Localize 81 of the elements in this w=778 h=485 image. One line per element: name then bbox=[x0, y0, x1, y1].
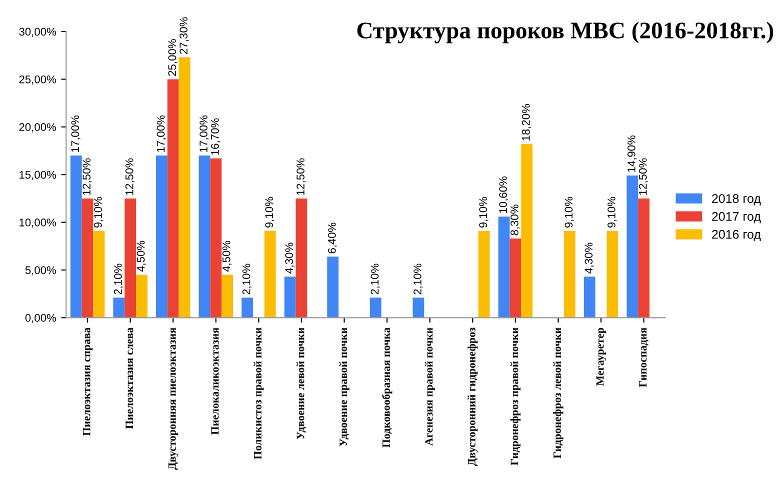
bar bbox=[327, 256, 339, 318]
data-label: 17,00% bbox=[200, 115, 209, 152]
data-label: 9,10% bbox=[265, 196, 274, 228]
bar bbox=[584, 276, 596, 318]
x-tick-label: Гипоспадия bbox=[639, 328, 648, 388]
y-tick-label: 15,00% bbox=[20, 170, 56, 180]
bar bbox=[167, 79, 179, 318]
data-label: 4,50% bbox=[222, 240, 232, 272]
x-tick-label: Мегауретер bbox=[596, 328, 606, 386]
data-label: 16,70% bbox=[211, 118, 220, 155]
data-label: 25,00% bbox=[168, 39, 178, 76]
data-label: 6,40% bbox=[328, 222, 338, 254]
data-label: 2,10% bbox=[414, 264, 423, 294]
bar bbox=[156, 156, 168, 318]
bar bbox=[264, 230, 276, 318]
data-label: 12,50% bbox=[296, 158, 306, 195]
bar bbox=[412, 298, 424, 318]
bar bbox=[70, 156, 82, 318]
data-label: 12,50% bbox=[125, 158, 135, 195]
data-label: 2,10% bbox=[370, 264, 380, 294]
y-tick-label: 25,00% bbox=[19, 75, 56, 85]
legend-label: 2017 год bbox=[712, 212, 761, 224]
bar bbox=[113, 298, 125, 318]
data-label: 17,00% bbox=[71, 115, 80, 152]
bar bbox=[478, 230, 490, 318]
y-tick-label: 0,00% bbox=[25, 314, 56, 324]
data-label: 2,10% bbox=[242, 264, 252, 294]
bar bbox=[284, 276, 296, 318]
bar bbox=[510, 238, 522, 318]
bar bbox=[370, 298, 382, 318]
x-tick-label: Пиелоэктазия слева bbox=[126, 328, 134, 429]
x-tick-label: Пиелокаликоэктазия bbox=[211, 328, 219, 435]
data-label: 4,30% bbox=[285, 242, 294, 274]
x-tick-label: Подковообразная почка bbox=[382, 328, 392, 448]
data-label: 27,30% bbox=[180, 17, 189, 54]
bar bbox=[626, 176, 638, 318]
data-label: 2,10% bbox=[114, 264, 124, 294]
x-tick-label: Гидронефроз левой почки bbox=[553, 328, 564, 458]
bar bbox=[606, 230, 618, 318]
data-label: 4,30% bbox=[584, 242, 594, 274]
x-tick-label: Агенезия правой почки bbox=[424, 328, 435, 446]
x-tick-label: Гидронефроз правой почки bbox=[510, 328, 520, 466]
x-tick-label: Двусторонняя пиелоэктазия bbox=[168, 328, 178, 470]
data-label: 12,50% bbox=[82, 158, 92, 195]
data-label: 8,30% bbox=[510, 204, 520, 236]
bar bbox=[178, 57, 190, 318]
data-label: 9,10% bbox=[608, 196, 617, 228]
x-tick-label: Пиелоэктазия справа bbox=[82, 328, 93, 436]
data-label: 4,50% bbox=[136, 240, 146, 272]
bar bbox=[564, 230, 576, 318]
bar bbox=[222, 274, 234, 318]
bar bbox=[198, 156, 210, 318]
data-label: 17,00% bbox=[156, 115, 166, 152]
x-tick-label: Поликистоз правой почки bbox=[254, 328, 264, 460]
chart-title: Структура пороков МВС (2016-2018гг.) bbox=[357, 22, 774, 44]
data-label: 9,10% bbox=[94, 196, 104, 228]
data-label: 12,50% bbox=[638, 158, 648, 195]
data-label: 10,60% bbox=[499, 176, 508, 213]
bar bbox=[521, 144, 533, 318]
bar bbox=[82, 198, 94, 318]
y-tick-label: 10,00% bbox=[20, 218, 56, 228]
data-label: 9,10% bbox=[479, 196, 488, 228]
bar bbox=[124, 198, 136, 318]
legend-label: 2016 год bbox=[712, 230, 761, 242]
bar bbox=[242, 298, 253, 318]
bar bbox=[638, 198, 650, 318]
bar bbox=[296, 198, 308, 318]
y-tick-label: 5,00% bbox=[25, 266, 56, 276]
data-label: 9,10% bbox=[564, 196, 574, 228]
bar bbox=[210, 158, 222, 318]
x-tick-label: Удвоение левой почки bbox=[296, 328, 306, 440]
y-tick-label: 30,00% bbox=[19, 28, 56, 37]
bar bbox=[136, 274, 148, 318]
x-tick-label: Двусторонний гидронефроз bbox=[468, 328, 478, 466]
legend-label: 2018 год bbox=[712, 194, 761, 206]
bar bbox=[93, 230, 105, 318]
data-label: 18,20% bbox=[522, 104, 532, 140]
y-tick-label: 20,00% bbox=[19, 123, 56, 132]
bar bbox=[498, 216, 510, 318]
x-tick-label: Удвоение правой почки bbox=[339, 328, 350, 446]
data-label: 14,90% bbox=[628, 135, 637, 172]
